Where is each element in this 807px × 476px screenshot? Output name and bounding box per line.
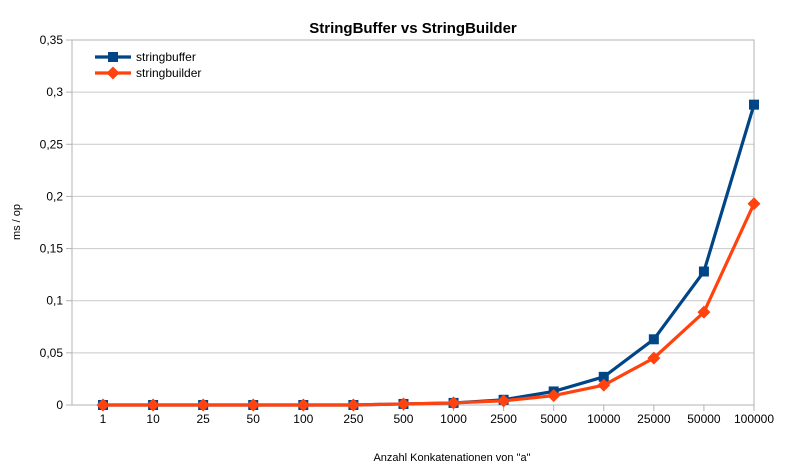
data-point-stringbuffer <box>598 371 609 382</box>
x-tick-label: 1 <box>100 412 107 426</box>
y-tick-label: 0,35 <box>40 33 64 47</box>
chart-title: StringBuffer vs StringBuilder <box>309 20 517 37</box>
y-tick-label: 0,2 <box>46 189 63 203</box>
legend-marker-diamond <box>106 66 120 80</box>
data-point-stringbuilder <box>597 378 611 392</box>
data-point-stringbuilder <box>547 389 561 403</box>
y-tick-label: 0 <box>56 398 63 412</box>
data-point-stringbuilder <box>296 398 310 412</box>
data-point-stringbuilder <box>96 398 110 412</box>
data-point-stringbuffer <box>749 99 759 110</box>
x-tick-label: 10 <box>146 412 160 426</box>
data-point-stringbuilder <box>747 197 761 211</box>
data-point-stringbuilder <box>497 394 511 408</box>
x-tick-label: 10000 <box>587 412 621 426</box>
x-tick-label: 100 <box>293 412 313 426</box>
y-tick-label: 0,05 <box>40 346 64 360</box>
x-tick-label: 25 <box>196 412 210 426</box>
legend-label: stringbuilder <box>136 66 201 80</box>
data-point-stringbuilder <box>246 398 260 412</box>
x-tick-label: 250 <box>343 412 363 426</box>
x-tick-label: 5000 <box>540 412 567 426</box>
x-tick-label: 100000 <box>734 412 774 426</box>
data-point-stringbuffer <box>648 334 659 345</box>
x-tick-label: 50 <box>247 412 261 426</box>
x-tick-label: 1000 <box>440 412 467 426</box>
legend-marker-square <box>108 52 118 62</box>
data-point-stringbuilder <box>396 397 410 411</box>
data-point-stringbuilder <box>146 398 160 412</box>
plot-border <box>71 39 755 406</box>
data-point-stringbuffer <box>698 266 709 277</box>
x-axis-title: Anzahl Konkatenationen von "a" <box>373 452 531 464</box>
data-point-stringbuilder <box>196 398 210 412</box>
x-tick-label: 500 <box>393 412 413 426</box>
data-point-stringbuilder <box>346 398 360 412</box>
legend-label: stringbuffer <box>136 50 196 64</box>
data-point-stringbuilder <box>647 351 661 365</box>
y-tick-label: 0,1 <box>46 294 63 308</box>
data-point-stringbuilder <box>697 305 711 319</box>
y-tick-label: 0,15 <box>40 242 64 256</box>
x-tick-label: 50000 <box>687 412 721 426</box>
series-line-stringbuilder <box>101 202 756 407</box>
x-tick-label: 2500 <box>490 412 517 426</box>
y-tick-label: 0,25 <box>40 137 64 151</box>
x-tick-label: 25000 <box>637 412 671 426</box>
y-tick-label: 0,3 <box>46 85 63 99</box>
data-point-stringbuilder <box>447 396 461 410</box>
